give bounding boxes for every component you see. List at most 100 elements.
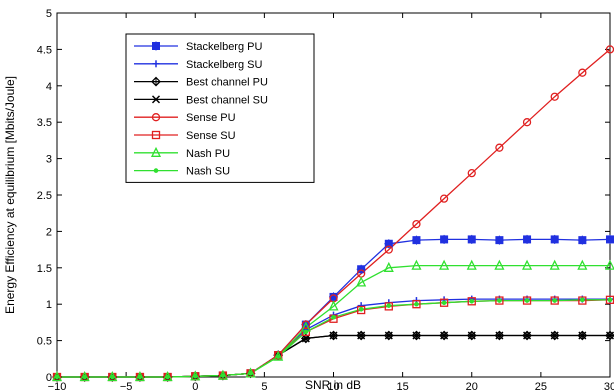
data-point-best-channel-su bbox=[440, 331, 449, 340]
data-point-best-channel-su bbox=[495, 331, 504, 340]
legend-label-stackelberg-su: Stackelberg SU bbox=[186, 59, 262, 71]
y-tick-label: 1 bbox=[46, 299, 52, 311]
data-point-sense-su bbox=[467, 297, 476, 306]
x-tick-label: 25 bbox=[535, 381, 547, 392]
x-tick-label: −10 bbox=[48, 381, 67, 392]
data-point-nash-su bbox=[275, 354, 281, 359]
x-tick-label: 20 bbox=[466, 381, 478, 392]
data-point-nash-su bbox=[220, 373, 226, 378]
data-point-nash-su bbox=[110, 374, 115, 380]
data-point-sense-su bbox=[301, 327, 311, 337]
x-tick-label: 0 bbox=[192, 381, 198, 392]
y-tick-label: 3.5 bbox=[37, 117, 52, 129]
legend-marker-best-channel-pu bbox=[151, 76, 161, 87]
data-point-best-channel-su bbox=[605, 331, 614, 340]
data-point-nash-su bbox=[358, 306, 364, 312]
legend: Stackelberg PU Stackelberg SU Best channel… bbox=[125, 33, 315, 183]
data-point-nash-su bbox=[303, 329, 309, 335]
data-point-sense-pu bbox=[384, 245, 393, 254]
data-point-sense-pu bbox=[412, 219, 421, 229]
data-point-nash-pu bbox=[466, 259, 477, 270]
data-point-best-channel-su bbox=[578, 331, 587, 340]
y-tick-label: 5 bbox=[46, 8, 52, 20]
x-tick-label: 10 bbox=[327, 381, 339, 392]
data-point-best-channel-su bbox=[412, 331, 421, 340]
data-point-stackelberg-pu bbox=[356, 264, 366, 274]
data-point-nash-pu bbox=[494, 259, 505, 270]
data-point-stackelberg-pu bbox=[522, 234, 532, 244]
y-tick-label: 2 bbox=[46, 226, 52, 238]
x-tick-label: 15 bbox=[397, 381, 409, 392]
data-point-nash-su bbox=[469, 298, 475, 304]
y-tick-label: 2.5 bbox=[37, 190, 52, 202]
data-point-nash-pu bbox=[411, 259, 422, 270]
data-point-sense-su bbox=[522, 296, 532, 305]
data-point-nash-pu bbox=[328, 300, 339, 311]
legend-marker-nash-pu bbox=[150, 146, 162, 157]
legend-marker-best-channel-su bbox=[151, 95, 161, 104]
y-tick-label: 4.5 bbox=[37, 44, 52, 56]
data-point-sense-pu bbox=[578, 68, 587, 77]
data-point-nash-su bbox=[607, 297, 613, 303]
data-point-nash-su bbox=[54, 374, 60, 380]
data-point-nash-su bbox=[524, 298, 530, 303]
data-point-nash-pu bbox=[439, 259, 450, 270]
x-tick-label: 5 bbox=[261, 381, 267, 392]
legend-label-best-channel-su: Best channel SU bbox=[186, 94, 268, 106]
data-point-best-channel-su bbox=[467, 331, 476, 340]
x-tick-label: −5 bbox=[120, 381, 133, 392]
data-point-nash-pu bbox=[521, 259, 533, 270]
y-axis-label: Energy Efficiency at equilibrium [Mbits/… bbox=[3, 76, 17, 314]
legend-marker-sense-pu bbox=[151, 113, 161, 122]
data-point-sense-su bbox=[439, 298, 449, 307]
data-point-stackelberg-pu bbox=[467, 234, 477, 244]
data-point-stackelberg-pu bbox=[577, 235, 587, 245]
legend-label-sense-su: Sense SU bbox=[186, 130, 236, 142]
data-point-sense-pu bbox=[439, 194, 449, 203]
legend-label-stackelberg-pu: Stackelberg PU bbox=[186, 41, 262, 53]
y-tick-label: 0 bbox=[46, 372, 52, 384]
data-point-sense-su bbox=[550, 296, 559, 305]
legend-label-nash-su: Nash SU bbox=[186, 166, 230, 178]
data-point-best-channel-su bbox=[550, 331, 559, 340]
x-tick-label: 30 bbox=[604, 381, 614, 392]
axis-ticks: −10 −5 0 5 10 15 20 25 30 0 0.5 1 1.5 2 2.5 3 3.5 4 4.5 5 bbox=[37, 8, 614, 392]
data-point-best-channel-su bbox=[329, 331, 338, 340]
y-tick-label: 4 bbox=[46, 81, 52, 93]
data-point-nash-pu bbox=[356, 276, 367, 287]
data-point-stackelberg-pu bbox=[411, 235, 421, 245]
data-point-best-channel-su bbox=[357, 331, 366, 340]
series-markers bbox=[51, 45, 614, 382]
data-point-nash-pu bbox=[604, 259, 614, 270]
x-axis-label: SNR in dB bbox=[305, 378, 361, 392]
legend-marker-nash-su bbox=[153, 168, 159, 173]
legend-marker-stackelberg-su bbox=[152, 60, 160, 68]
data-point-nash-su bbox=[137, 374, 143, 380]
data-point-stackelberg-pu bbox=[384, 239, 394, 249]
y-tick-label: 3 bbox=[46, 154, 52, 166]
legend-box bbox=[125, 33, 315, 183]
legend-label-nash-pu: Nash PU bbox=[186, 148, 230, 160]
data-point-nash-su bbox=[497, 298, 502, 303]
data-point-stackelberg-pu bbox=[605, 234, 614, 244]
data-point-nash-su bbox=[414, 301, 419, 307]
data-point-nash-su bbox=[331, 315, 336, 320]
legend-label-sense-pu: Sense PU bbox=[186, 112, 236, 124]
legend-marker-sense-su bbox=[151, 130, 161, 140]
y-tick-label: 1.5 bbox=[37, 263, 52, 275]
data-point-stackelberg-pu bbox=[494, 235, 504, 245]
legend-label-best-channel-pu: Best channel PU bbox=[186, 77, 268, 89]
data-point-nash-su bbox=[248, 371, 253, 376]
data-point-sense-pu bbox=[522, 118, 532, 127]
data-point-sense-su bbox=[495, 296, 504, 305]
data-point-sense-pu bbox=[550, 92, 559, 101]
legend-marker-stackelberg-pu bbox=[151, 41, 161, 51]
data-point-stackelberg-pu bbox=[550, 234, 560, 244]
data-point-nash-pu bbox=[383, 261, 394, 272]
data-point-nash-pu bbox=[549, 259, 560, 270]
data-point-sense-su bbox=[384, 302, 393, 311]
data-point-best-channel-su bbox=[384, 331, 393, 340]
data-point-stackelberg-pu bbox=[439, 234, 449, 244]
data-point-sense-pu bbox=[495, 143, 504, 152]
